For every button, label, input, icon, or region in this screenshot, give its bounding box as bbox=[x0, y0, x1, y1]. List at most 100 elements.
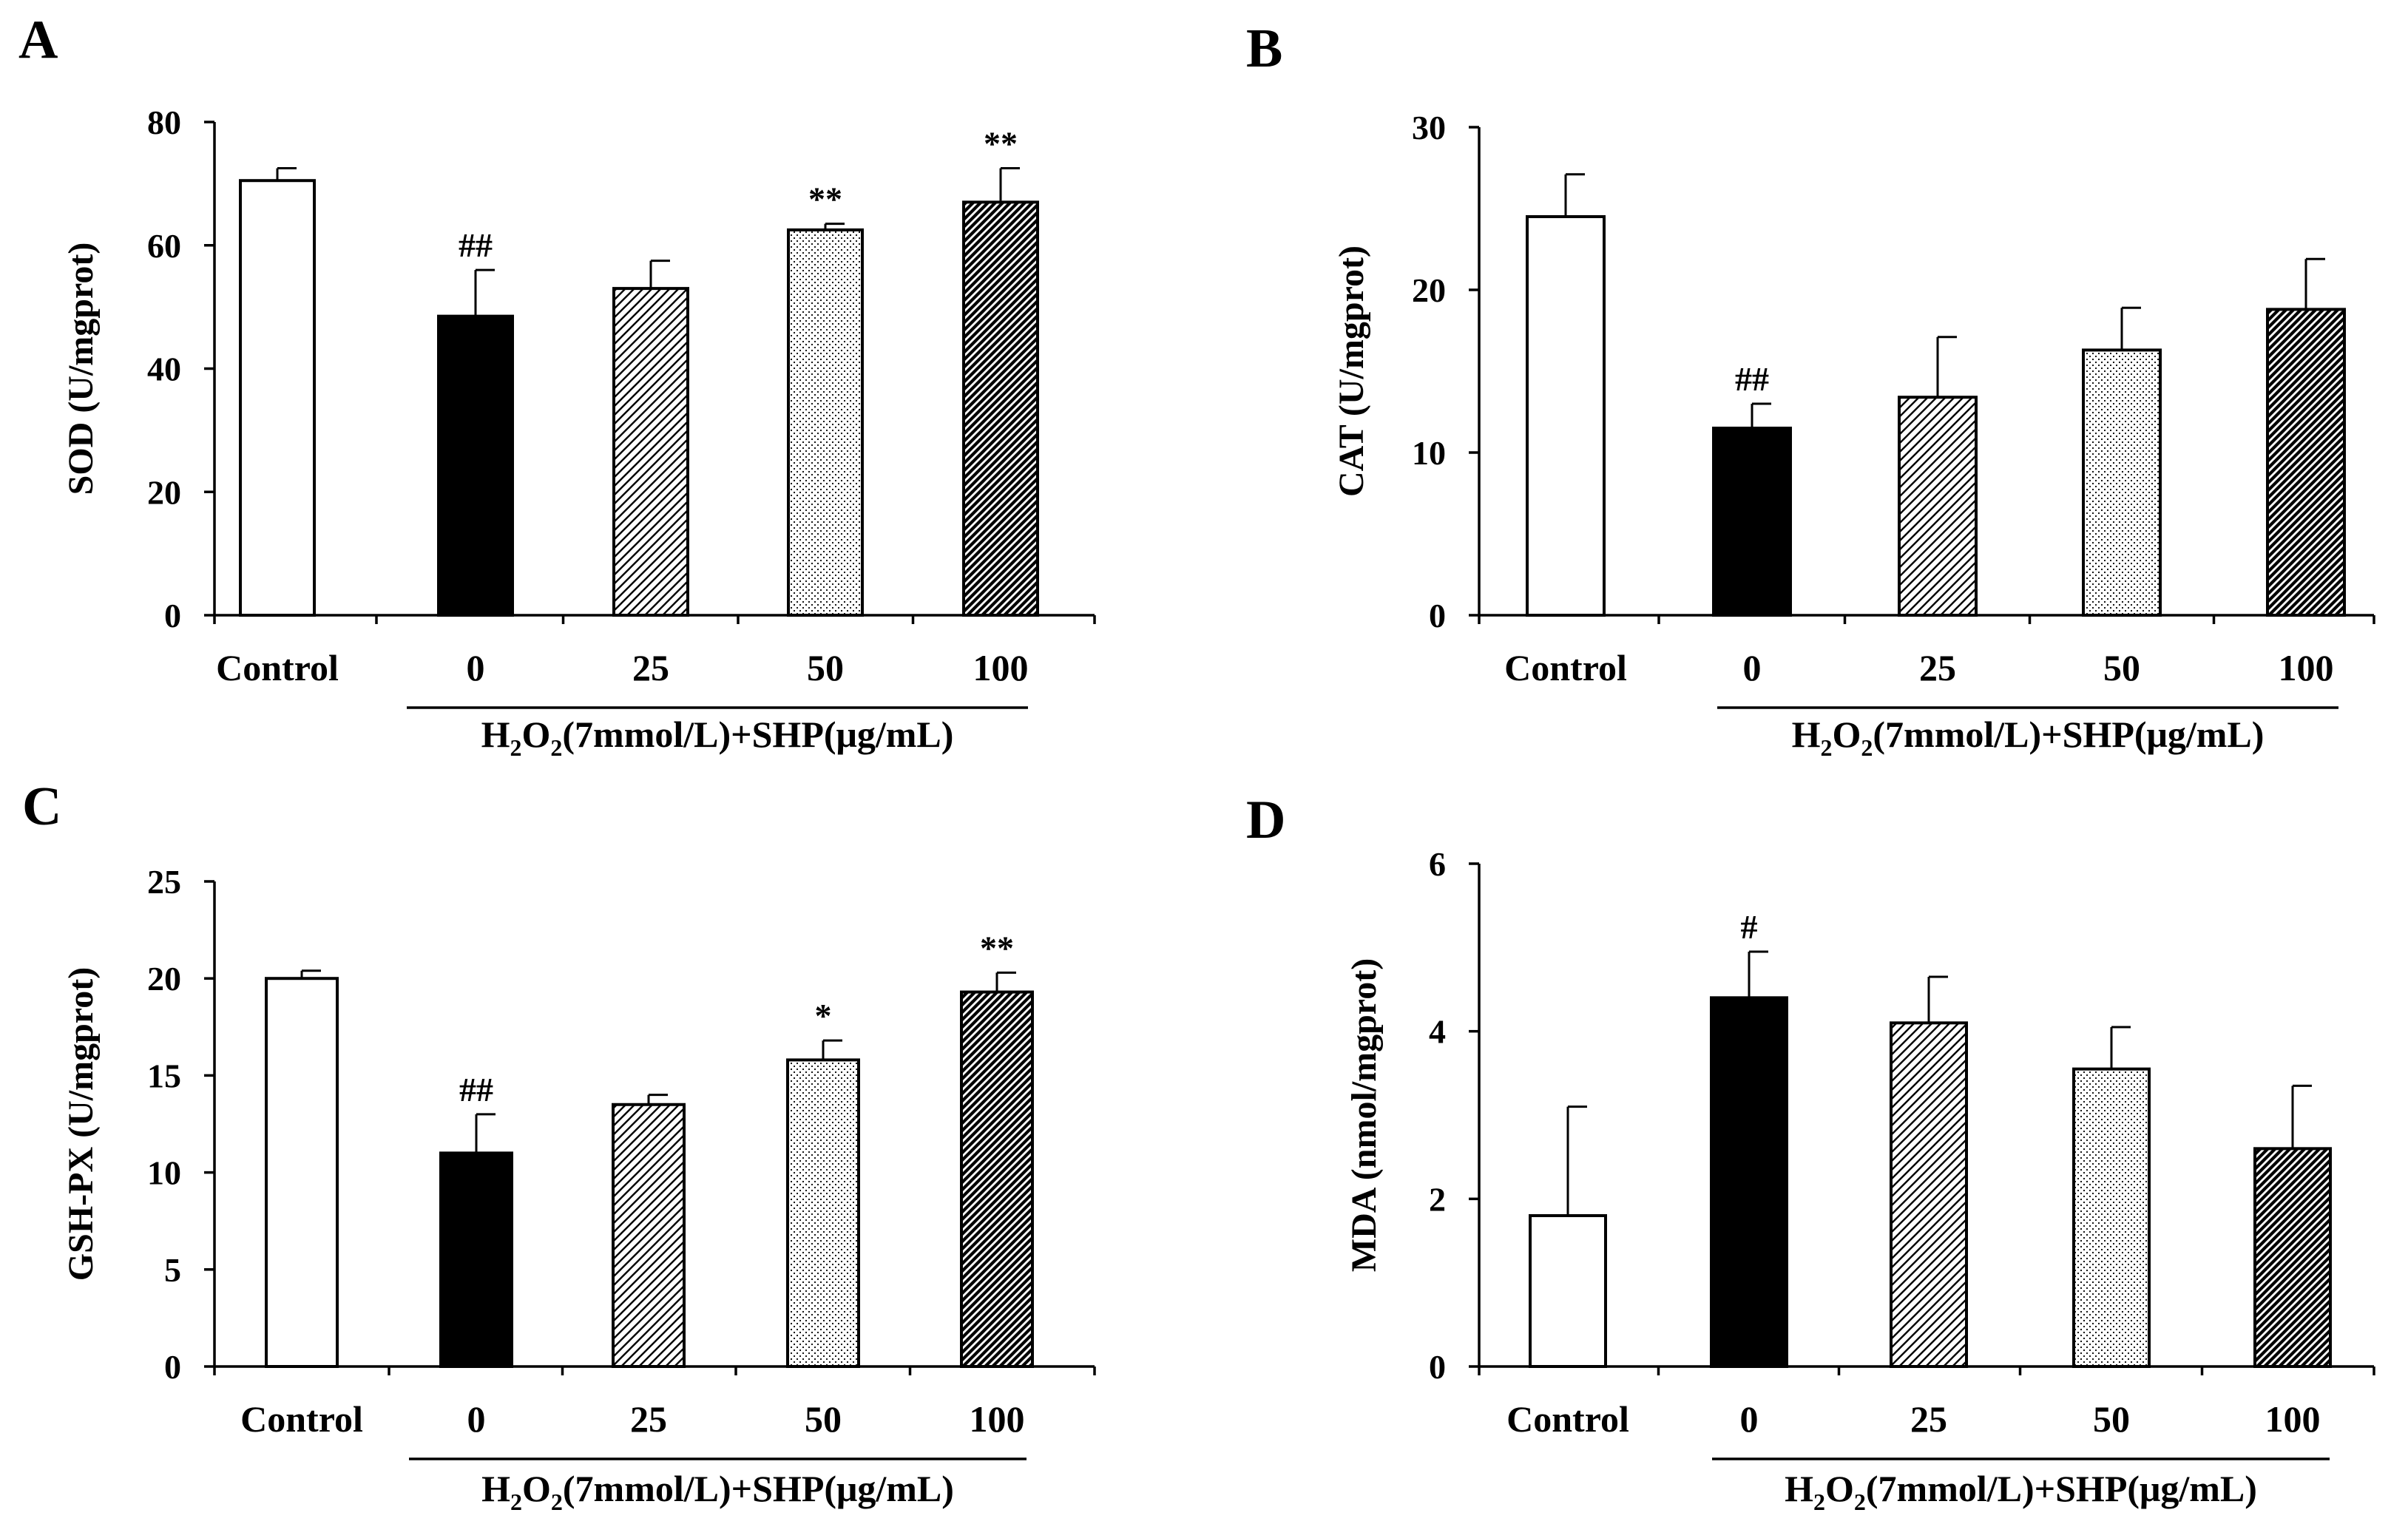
group-label-part: O bbox=[1832, 714, 1861, 755]
category-label: 0 bbox=[1740, 1398, 1759, 1440]
group-label-part: H bbox=[481, 714, 510, 755]
y-tick-label: 0 bbox=[164, 597, 181, 634]
panel-letter-c: C bbox=[22, 776, 61, 837]
category-label: 0 bbox=[467, 647, 485, 688]
group-label-subscript: 2 bbox=[1813, 1489, 1825, 1515]
y-axis-label: CAT (U/mgprot) bbox=[1332, 245, 1371, 497]
panel-b: B 0 10 20 30 CAT (U/mgprot) Control ## 0 25 50 100 H… bbox=[1246, 18, 2375, 761]
y-tick-label: 20 bbox=[1412, 271, 1446, 309]
y-tick-label: 10 bbox=[1412, 434, 1446, 472]
y-tick-label: 0 bbox=[164, 1348, 181, 1386]
panel-letter-d: D bbox=[1246, 790, 1285, 850]
y-tick-label: 5 bbox=[164, 1251, 181, 1289]
category-label: 50 bbox=[2103, 647, 2140, 688]
significance-mark: ## bbox=[459, 226, 493, 264]
group-label-subscript: 2 bbox=[1861, 734, 1873, 761]
group-label-part: (7mmol/L)+SHP(μg/mL) bbox=[1873, 714, 2264, 755]
group-label: H2O2(7mmol/L)+SHP(μg/mL) bbox=[1792, 714, 2265, 761]
category-label: 25 bbox=[1919, 647, 1956, 688]
significance-mark: ** bbox=[984, 125, 1018, 163]
y-tick-label: 6 bbox=[1429, 845, 1446, 883]
category-label: Control bbox=[216, 647, 339, 688]
category-label: Control bbox=[1504, 647, 1627, 688]
group-label-part: O bbox=[521, 714, 550, 755]
bar-c-2 bbox=[612, 1103, 686, 1368]
y-tick-label: 20 bbox=[147, 960, 181, 998]
bar-b-0 bbox=[1526, 215, 1606, 617]
category-label: 100 bbox=[970, 1398, 1025, 1440]
panel-a: A 0 20 40 60 80 SOD (U/mgprot) Control ## 0 25 ** 50… bbox=[18, 10, 1096, 761]
significance-mark: ** bbox=[980, 929, 1014, 966]
significance-mark: * bbox=[815, 997, 832, 1034]
group-label-part: H bbox=[1792, 714, 1821, 755]
category-label: 100 bbox=[2279, 647, 2334, 688]
y-tick-label: 80 bbox=[147, 104, 181, 141]
significance-mark: ## bbox=[1735, 360, 1769, 398]
group-label-part: (7mmol/L)+SHP(μg/mL) bbox=[562, 714, 953, 755]
group-label-part: H bbox=[481, 1468, 510, 1509]
y-tick-label: 30 bbox=[1412, 109, 1446, 146]
category-label: 25 bbox=[1910, 1398, 1947, 1440]
significance-mark: # bbox=[1741, 908, 1758, 946]
significance-mark: ** bbox=[808, 180, 842, 218]
bar-a-3 bbox=[787, 228, 864, 617]
category-label: 50 bbox=[807, 647, 844, 688]
bar-a-4 bbox=[962, 200, 1039, 617]
group-label-part: O bbox=[1825, 1468, 1854, 1509]
bar-d-1 bbox=[1710, 996, 1788, 1369]
bar-c-4 bbox=[960, 990, 1034, 1368]
category-label: 100 bbox=[2265, 1398, 2321, 1440]
y-tick-label: 10 bbox=[147, 1154, 181, 1192]
y-tick-label: 0 bbox=[1429, 1348, 1446, 1386]
y-tick-label: 60 bbox=[147, 227, 181, 265]
bar-d-0 bbox=[1529, 1214, 1607, 1368]
group-label-part: H bbox=[1785, 1468, 1813, 1509]
y-axis-label: GSH-PX (U/mgprot) bbox=[61, 967, 101, 1281]
y-tick-label: 4 bbox=[1429, 1013, 1446, 1051]
category-label: 100 bbox=[973, 647, 1029, 688]
bar-c-3 bbox=[786, 1058, 860, 1368]
significance-mark: ## bbox=[459, 1071, 493, 1108]
bar-b-4 bbox=[2266, 308, 2346, 617]
y-tick-label: 20 bbox=[147, 473, 181, 511]
group-label: H2O2(7mmol/L)+SHP(μg/mL) bbox=[481, 1468, 954, 1515]
bar-b-2 bbox=[1898, 396, 1978, 617]
category-label: 0 bbox=[1743, 647, 1762, 688]
bar-d-2 bbox=[1890, 1021, 1968, 1369]
y-tick-label: 40 bbox=[147, 350, 181, 388]
y-axis-label: SOD (U/mgprot) bbox=[61, 243, 101, 495]
group-label-subscript: 2 bbox=[1854, 1489, 1866, 1515]
bar-a-1 bbox=[437, 314, 514, 617]
group-label-subscript: 2 bbox=[551, 1489, 563, 1515]
category-label: 50 bbox=[2093, 1398, 2130, 1440]
category-label: 25 bbox=[630, 1398, 667, 1440]
bar-b-1 bbox=[1712, 427, 1792, 617]
bar-a-2 bbox=[612, 287, 689, 617]
category-label: Control bbox=[1506, 1398, 1629, 1440]
y-tick-label: 25 bbox=[147, 863, 181, 901]
group-label-part: (7mmol/L)+SHP(μg/mL) bbox=[563, 1468, 954, 1509]
category-label: 0 bbox=[467, 1398, 486, 1440]
panel-letter-b: B bbox=[1246, 18, 1282, 79]
bar-d-3 bbox=[2072, 1067, 2151, 1368]
group-label-subscript: 2 bbox=[510, 734, 521, 761]
group-label-part: (7mmol/L)+SHP(μg/mL) bbox=[1866, 1468, 2257, 1509]
bar-a-0 bbox=[239, 179, 316, 617]
group-label-subscript: 2 bbox=[510, 1489, 522, 1515]
y-tick-label: 2 bbox=[1429, 1180, 1446, 1218]
group-label-subscript: 2 bbox=[550, 734, 562, 761]
bar-d-4 bbox=[2253, 1147, 2332, 1369]
group-label: H2O2(7mmol/L)+SHP(μg/mL) bbox=[1785, 1468, 2257, 1515]
bar-b-3 bbox=[2082, 348, 2162, 617]
bar-c-1 bbox=[439, 1151, 513, 1368]
group-label: H2O2(7mmol/L)+SHP(μg/mL) bbox=[481, 714, 954, 761]
y-tick-label: 15 bbox=[147, 1057, 181, 1094]
group-label-part: O bbox=[522, 1468, 551, 1509]
category-label: 25 bbox=[632, 647, 669, 688]
group-label-subscript: 2 bbox=[1820, 734, 1832, 761]
y-axis-label: MDA (nmol/mgprot) bbox=[1345, 958, 1384, 1272]
category-label: 50 bbox=[805, 1398, 842, 1440]
